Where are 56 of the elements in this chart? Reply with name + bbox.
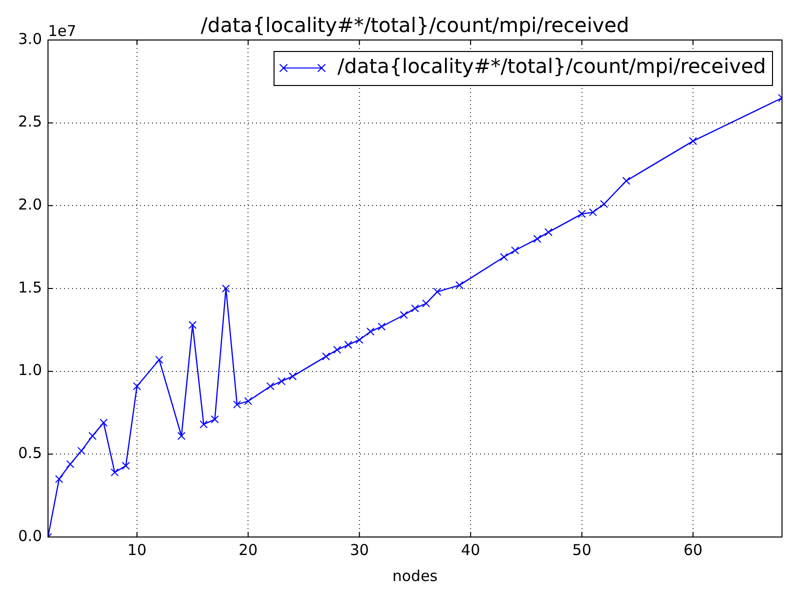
point <box>222 284 230 293</box>
point <box>155 356 164 364</box>
chart-title: /data{locality#*/total}/count/mpi/received <box>200 13 630 38</box>
y-tick-label: 3.0 <box>18 30 42 48</box>
point <box>378 322 386 331</box>
x-tick-label: 60 <box>683 540 703 559</box>
y-tick-label: 0.0 <box>18 526 42 545</box>
point <box>266 382 274 390</box>
point <box>188 320 197 329</box>
x-tick-label: 10 <box>127 540 147 559</box>
point <box>544 228 552 236</box>
annotation: 1e7 <box>48 22 76 40</box>
point <box>688 137 698 146</box>
point <box>455 281 464 290</box>
point <box>110 468 119 476</box>
point <box>233 400 242 408</box>
point <box>132 382 142 390</box>
point <box>533 234 542 243</box>
point <box>355 336 364 344</box>
point <box>177 432 186 440</box>
point <box>278 377 286 386</box>
point <box>77 446 86 455</box>
x-tick-label: 50 <box>572 540 592 559</box>
x-axis-title: nodes <box>392 566 438 585</box>
point <box>66 460 74 468</box>
point <box>366 328 375 336</box>
point <box>410 304 420 312</box>
point <box>588 208 597 216</box>
y-tick-label: 0.5 <box>18 444 42 462</box>
point <box>433 288 442 296</box>
x-tick-label: 30 <box>350 540 369 559</box>
x-tick-label: 20 <box>238 540 258 559</box>
point <box>422 299 430 308</box>
y-tick-label: 1.5 <box>18 278 42 296</box>
point <box>600 200 608 208</box>
point <box>210 415 219 424</box>
point <box>88 432 97 440</box>
y-tick-label: 2.0 <box>18 196 42 214</box>
point <box>578 210 586 218</box>
point <box>622 176 630 185</box>
x-tick-label: 40 <box>461 540 480 559</box>
point <box>244 397 252 406</box>
point <box>100 418 108 427</box>
point <box>344 340 352 349</box>
point <box>322 352 330 360</box>
point <box>400 310 408 320</box>
point <box>500 252 508 262</box>
point <box>55 474 64 484</box>
point <box>200 420 208 428</box>
point <box>288 372 297 380</box>
legend-label: /data{locality#*/total}/count/mpi/received <box>338 54 766 78</box>
point <box>122 462 130 470</box>
point <box>333 346 342 354</box>
y-tick-label: 2.5 <box>18 112 42 131</box>
y-tick-label: 1.0 <box>18 361 42 380</box>
point <box>511 246 520 254</box>
